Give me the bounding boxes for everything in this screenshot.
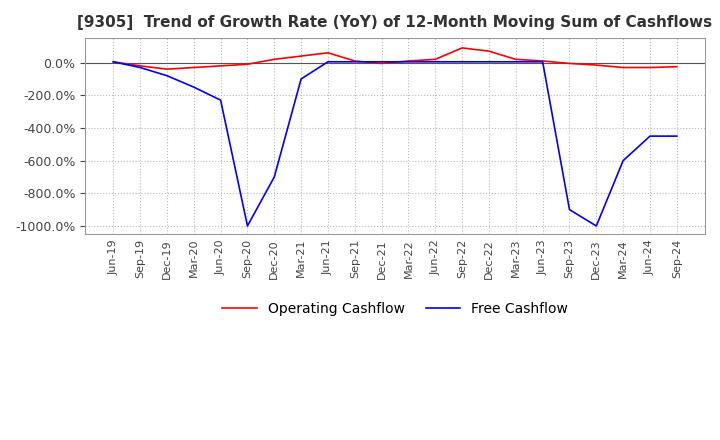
Operating Cashflow — [511, 57, 520, 62]
Operating Cashflow — [109, 59, 117, 64]
Free Cashflow — [163, 73, 171, 78]
Operating Cashflow — [323, 50, 332, 55]
Free Cashflow — [431, 59, 440, 64]
Free Cashflow — [270, 174, 279, 180]
Operating Cashflow — [485, 48, 493, 54]
Operating Cashflow — [377, 61, 386, 66]
Operating Cashflow — [136, 63, 145, 69]
Free Cashflow — [618, 158, 627, 163]
Operating Cashflow — [672, 64, 681, 70]
Operating Cashflow — [565, 61, 574, 66]
Operating Cashflow — [592, 62, 600, 68]
Operating Cashflow — [243, 62, 252, 67]
Free Cashflow — [189, 84, 198, 90]
Operating Cashflow — [189, 65, 198, 70]
Free Cashflow — [592, 224, 600, 229]
Free Cashflow — [216, 98, 225, 103]
Free Cashflow — [351, 59, 359, 64]
Free Cashflow — [109, 59, 117, 64]
Operating Cashflow — [431, 57, 440, 62]
Free Cashflow — [377, 59, 386, 64]
Operating Cashflow — [163, 66, 171, 72]
Operating Cashflow — [646, 65, 654, 70]
Operating Cashflow — [270, 57, 279, 62]
Operating Cashflow — [297, 53, 305, 59]
Operating Cashflow — [618, 65, 627, 70]
Free Cashflow — [672, 133, 681, 139]
Free Cashflow — [485, 59, 493, 64]
Title: [9305]  Trend of Growth Rate (YoY) of 12-Month Moving Sum of Cashflows: [9305] Trend of Growth Rate (YoY) of 12-… — [78, 15, 713, 30]
Free Cashflow — [404, 59, 413, 64]
Free Cashflow — [511, 59, 520, 64]
Free Cashflow — [539, 59, 547, 64]
Free Cashflow — [243, 224, 252, 229]
Free Cashflow — [565, 207, 574, 212]
Free Cashflow — [458, 59, 467, 64]
Line: Free Cashflow: Free Cashflow — [113, 62, 677, 226]
Free Cashflow — [323, 59, 332, 64]
Operating Cashflow — [404, 59, 413, 64]
Free Cashflow — [136, 65, 145, 70]
Line: Operating Cashflow: Operating Cashflow — [113, 48, 677, 69]
Operating Cashflow — [351, 59, 359, 64]
Operating Cashflow — [216, 63, 225, 69]
Operating Cashflow — [458, 45, 467, 51]
Free Cashflow — [646, 133, 654, 139]
Free Cashflow — [297, 76, 305, 81]
Legend: Operating Cashflow, Free Cashflow: Operating Cashflow, Free Cashflow — [216, 296, 574, 321]
Operating Cashflow — [539, 59, 547, 64]
